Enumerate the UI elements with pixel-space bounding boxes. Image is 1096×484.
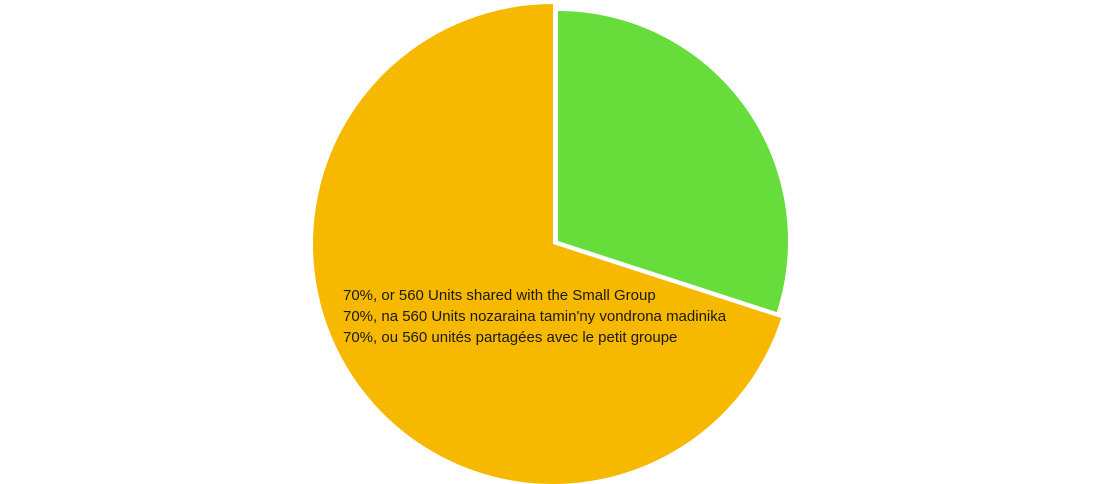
pie-slice-yellow [313,4,782,484]
annotation-line-english: 70%, or 560 Units shared with the Small … [343,287,656,304]
pie-slice-green [558,11,788,313]
annotation-line-malagasy: 70%, na 560 Units nozaraina tamin'ny von… [343,308,727,325]
slice-annotation: 70%, or 560 Units shared with the Small … [343,285,726,348]
annotation-line-french: 70%, ou 560 unités partagées avec le pet… [343,329,678,346]
